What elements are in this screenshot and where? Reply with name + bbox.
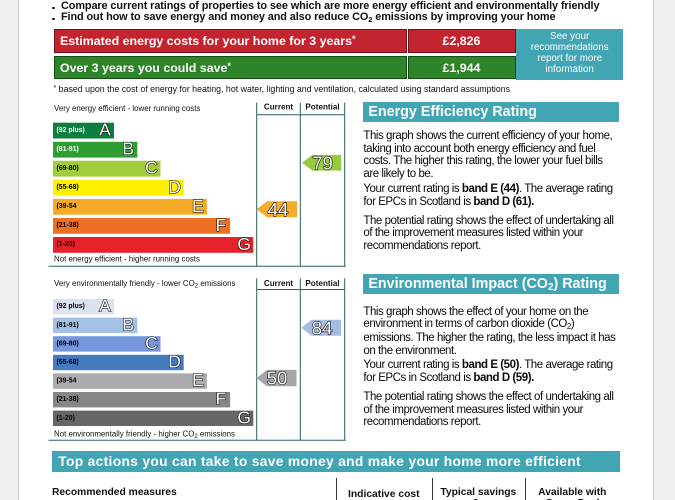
svg-text:G: G [237,234,251,254]
svg-text:Very energy efficient - lower: Very energy efficient - lower running co… [54,104,200,113]
svg-text:(81-91): (81-91) [57,322,79,329]
svg-text:E: E [192,196,204,216]
svg-text:Current: Current [264,279,294,288]
svg-text:(1-20): (1-20) [57,241,75,248]
svg-text:(55-68): (55-68) [57,184,79,191]
svg-text:B: B [122,139,134,159]
svg-text:D: D [168,177,181,197]
svg-text:84: 84 [312,317,333,338]
svg-text:Not energy efficient - higher: Not energy efficient - higher running co… [54,254,200,263]
svg-text:Current: Current [264,103,294,112]
svg-text:(69-80): (69-80) [57,340,79,347]
svg-text:E: E [192,370,204,390]
svg-text:A: A [99,296,111,316]
svg-text:A: A [99,120,111,140]
svg-text:F: F [216,215,227,235]
svg-text:(39-54: (39-54 [57,203,77,210]
svg-text:F: F [216,389,227,409]
svg-text:C: C [145,333,158,353]
svg-text:G: G [237,407,251,427]
svg-text:(39-54: (39-54 [57,378,77,385]
svg-text:Not environmentally friendly -: Not environmentally friendly - higher CO… [54,429,235,440]
svg-text:(21-38): (21-38) [57,222,79,229]
svg-text:(92 plus): (92 plus) [57,127,85,134]
svg-text:(69-80): (69-80) [57,165,79,172]
svg-text:Potential: Potential [305,279,339,288]
svg-text:(1-20): (1-20) [57,415,75,422]
svg-text:50: 50 [267,368,288,389]
svg-text:B: B [122,314,134,334]
svg-text:C: C [145,158,158,178]
svg-text:(21-38): (21-38) [57,396,79,403]
svg-text:(81-91): (81-91) [57,146,79,153]
svg-text:44: 44 [268,199,289,220]
svg-text:Very environmentally friendly: Very environmentally friendly - lower CO… [54,279,235,290]
svg-text:(92 plus): (92 plus) [57,303,85,310]
svg-text:D: D [168,352,181,372]
svg-text:(55-68): (55-68) [57,359,79,366]
svg-text:Potential: Potential [305,103,339,112]
svg-text:79: 79 [312,152,333,173]
